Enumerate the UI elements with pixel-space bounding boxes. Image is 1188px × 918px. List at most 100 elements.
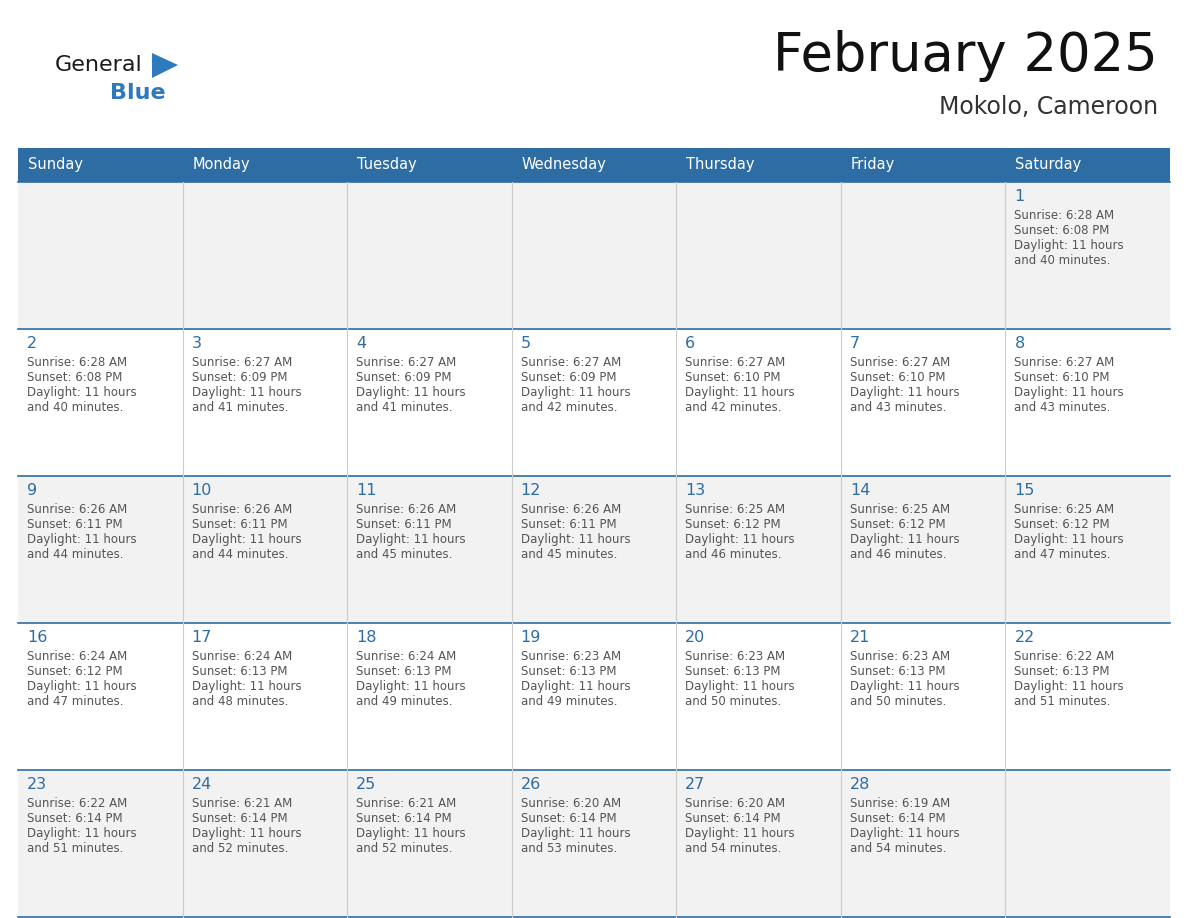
Text: Daylight: 11 hours: Daylight: 11 hours [1015, 386, 1124, 399]
Text: and 50 minutes.: and 50 minutes. [685, 695, 782, 708]
Text: 9: 9 [27, 483, 37, 498]
Bar [18, 329, 1170, 476]
Text: and 50 minutes.: and 50 minutes. [849, 695, 946, 708]
Text: Saturday: Saturday [1016, 158, 1082, 173]
Text: and 46 minutes.: and 46 minutes. [685, 548, 782, 561]
Text: Sunset: 6:11 PM: Sunset: 6:11 PM [520, 518, 617, 531]
Text: 21: 21 [849, 630, 871, 645]
Text: 8: 8 [1015, 336, 1025, 351]
Polygon shape [152, 53, 178, 78]
Text: 3: 3 [191, 336, 202, 351]
Text: Daylight: 11 hours: Daylight: 11 hours [849, 680, 960, 693]
Text: Daylight: 11 hours: Daylight: 11 hours [27, 680, 137, 693]
Text: Sunrise: 6:26 AM: Sunrise: 6:26 AM [356, 503, 456, 516]
Text: Daylight: 11 hours: Daylight: 11 hours [520, 533, 631, 546]
Text: and 42 minutes.: and 42 minutes. [685, 401, 782, 414]
Text: Sunset: 6:13 PM: Sunset: 6:13 PM [520, 665, 617, 678]
Text: Sunrise: 6:22 AM: Sunrise: 6:22 AM [1015, 650, 1114, 663]
Text: Daylight: 11 hours: Daylight: 11 hours [685, 386, 795, 399]
Text: Daylight: 11 hours: Daylight: 11 hours [27, 533, 137, 546]
Text: Sunrise: 6:22 AM: Sunrise: 6:22 AM [27, 797, 127, 810]
Text: Sunset: 6:14 PM: Sunset: 6:14 PM [191, 812, 287, 825]
Text: and 54 minutes.: and 54 minutes. [685, 842, 782, 855]
Text: Daylight: 11 hours: Daylight: 11 hours [191, 386, 302, 399]
Text: Sunrise: 6:25 AM: Sunrise: 6:25 AM [1015, 503, 1114, 516]
Text: Sunrise: 6:26 AM: Sunrise: 6:26 AM [27, 503, 127, 516]
Text: and 49 minutes.: and 49 minutes. [356, 695, 453, 708]
Text: Sunset: 6:08 PM: Sunset: 6:08 PM [27, 371, 122, 384]
Text: Daylight: 11 hours: Daylight: 11 hours [520, 827, 631, 840]
Text: Sunset: 6:11 PM: Sunset: 6:11 PM [27, 518, 122, 531]
Text: Daylight: 11 hours: Daylight: 11 hours [849, 533, 960, 546]
Text: 16: 16 [27, 630, 48, 645]
Text: Sunset: 6:10 PM: Sunset: 6:10 PM [849, 371, 946, 384]
Text: 7: 7 [849, 336, 860, 351]
Text: 26: 26 [520, 777, 541, 792]
Text: and 47 minutes.: and 47 minutes. [27, 695, 124, 708]
Text: 6: 6 [685, 336, 695, 351]
Text: Sunset: 6:11 PM: Sunset: 6:11 PM [191, 518, 287, 531]
Text: Sunset: 6:13 PM: Sunset: 6:13 PM [356, 665, 451, 678]
Text: Daylight: 11 hours: Daylight: 11 hours [356, 386, 466, 399]
Text: Blue: Blue [110, 83, 165, 103]
Text: and 42 minutes.: and 42 minutes. [520, 401, 618, 414]
Text: Sunrise: 6:26 AM: Sunrise: 6:26 AM [520, 503, 621, 516]
Text: Sunset: 6:14 PM: Sunset: 6:14 PM [27, 812, 122, 825]
Text: and 43 minutes.: and 43 minutes. [1015, 401, 1111, 414]
Text: Sunrise: 6:20 AM: Sunrise: 6:20 AM [685, 797, 785, 810]
Text: Sunrise: 6:19 AM: Sunrise: 6:19 AM [849, 797, 950, 810]
Text: 13: 13 [685, 483, 706, 498]
Text: and 47 minutes.: and 47 minutes. [1015, 548, 1111, 561]
Text: and 44 minutes.: and 44 minutes. [191, 548, 287, 561]
Text: Sunrise: 6:24 AM: Sunrise: 6:24 AM [356, 650, 456, 663]
Text: Sunset: 6:09 PM: Sunset: 6:09 PM [191, 371, 287, 384]
Text: Sunset: 6:09 PM: Sunset: 6:09 PM [356, 371, 451, 384]
Text: Daylight: 11 hours: Daylight: 11 hours [685, 533, 795, 546]
Text: Sunset: 6:13 PM: Sunset: 6:13 PM [191, 665, 287, 678]
Text: and 54 minutes.: and 54 minutes. [849, 842, 946, 855]
Text: Sunset: 6:12 PM: Sunset: 6:12 PM [685, 518, 781, 531]
Text: Daylight: 11 hours: Daylight: 11 hours [685, 827, 795, 840]
Text: Sunset: 6:14 PM: Sunset: 6:14 PM [685, 812, 781, 825]
Text: and 48 minutes.: and 48 minutes. [191, 695, 287, 708]
Text: Sunset: 6:14 PM: Sunset: 6:14 PM [849, 812, 946, 825]
Text: Sunrise: 6:27 AM: Sunrise: 6:27 AM [685, 356, 785, 369]
Text: Daylight: 11 hours: Daylight: 11 hours [849, 827, 960, 840]
Text: Sunrise: 6:27 AM: Sunrise: 6:27 AM [191, 356, 292, 369]
Text: 22: 22 [1015, 630, 1035, 645]
Text: Sunset: 6:10 PM: Sunset: 6:10 PM [1015, 371, 1110, 384]
Text: 14: 14 [849, 483, 871, 498]
Text: Friday: Friday [851, 158, 895, 173]
Text: 12: 12 [520, 483, 541, 498]
Text: and 43 minutes.: and 43 minutes. [849, 401, 946, 414]
Text: 11: 11 [356, 483, 377, 498]
Text: and 53 minutes.: and 53 minutes. [520, 842, 617, 855]
Text: 20: 20 [685, 630, 706, 645]
Text: Sunset: 6:13 PM: Sunset: 6:13 PM [849, 665, 946, 678]
Text: Daylight: 11 hours: Daylight: 11 hours [356, 533, 466, 546]
Text: 18: 18 [356, 630, 377, 645]
Text: Sunset: 6:11 PM: Sunset: 6:11 PM [356, 518, 451, 531]
Text: Sunset: 6:13 PM: Sunset: 6:13 PM [685, 665, 781, 678]
Text: 1: 1 [1015, 189, 1025, 204]
Text: General: General [55, 55, 143, 75]
Bar [18, 623, 1170, 770]
Text: Daylight: 11 hours: Daylight: 11 hours [1015, 533, 1124, 546]
Text: Sunday: Sunday [29, 158, 83, 173]
Text: Daylight: 11 hours: Daylight: 11 hours [191, 680, 302, 693]
Text: Sunrise: 6:23 AM: Sunrise: 6:23 AM [849, 650, 950, 663]
Text: Wednesday: Wednesday [522, 158, 607, 173]
Text: Sunrise: 6:25 AM: Sunrise: 6:25 AM [685, 503, 785, 516]
Text: Sunrise: 6:24 AM: Sunrise: 6:24 AM [191, 650, 292, 663]
Text: Daylight: 11 hours: Daylight: 11 hours [520, 680, 631, 693]
Text: Sunrise: 6:21 AM: Sunrise: 6:21 AM [191, 797, 292, 810]
Text: Daylight: 11 hours: Daylight: 11 hours [849, 386, 960, 399]
Text: and 45 minutes.: and 45 minutes. [356, 548, 453, 561]
Text: Daylight: 11 hours: Daylight: 11 hours [1015, 680, 1124, 693]
Text: 19: 19 [520, 630, 541, 645]
Text: 5: 5 [520, 336, 531, 351]
Text: Sunset: 6:10 PM: Sunset: 6:10 PM [685, 371, 781, 384]
Text: Sunset: 6:13 PM: Sunset: 6:13 PM [1015, 665, 1110, 678]
Text: and 44 minutes.: and 44 minutes. [27, 548, 124, 561]
Text: Sunset: 6:14 PM: Sunset: 6:14 PM [520, 812, 617, 825]
